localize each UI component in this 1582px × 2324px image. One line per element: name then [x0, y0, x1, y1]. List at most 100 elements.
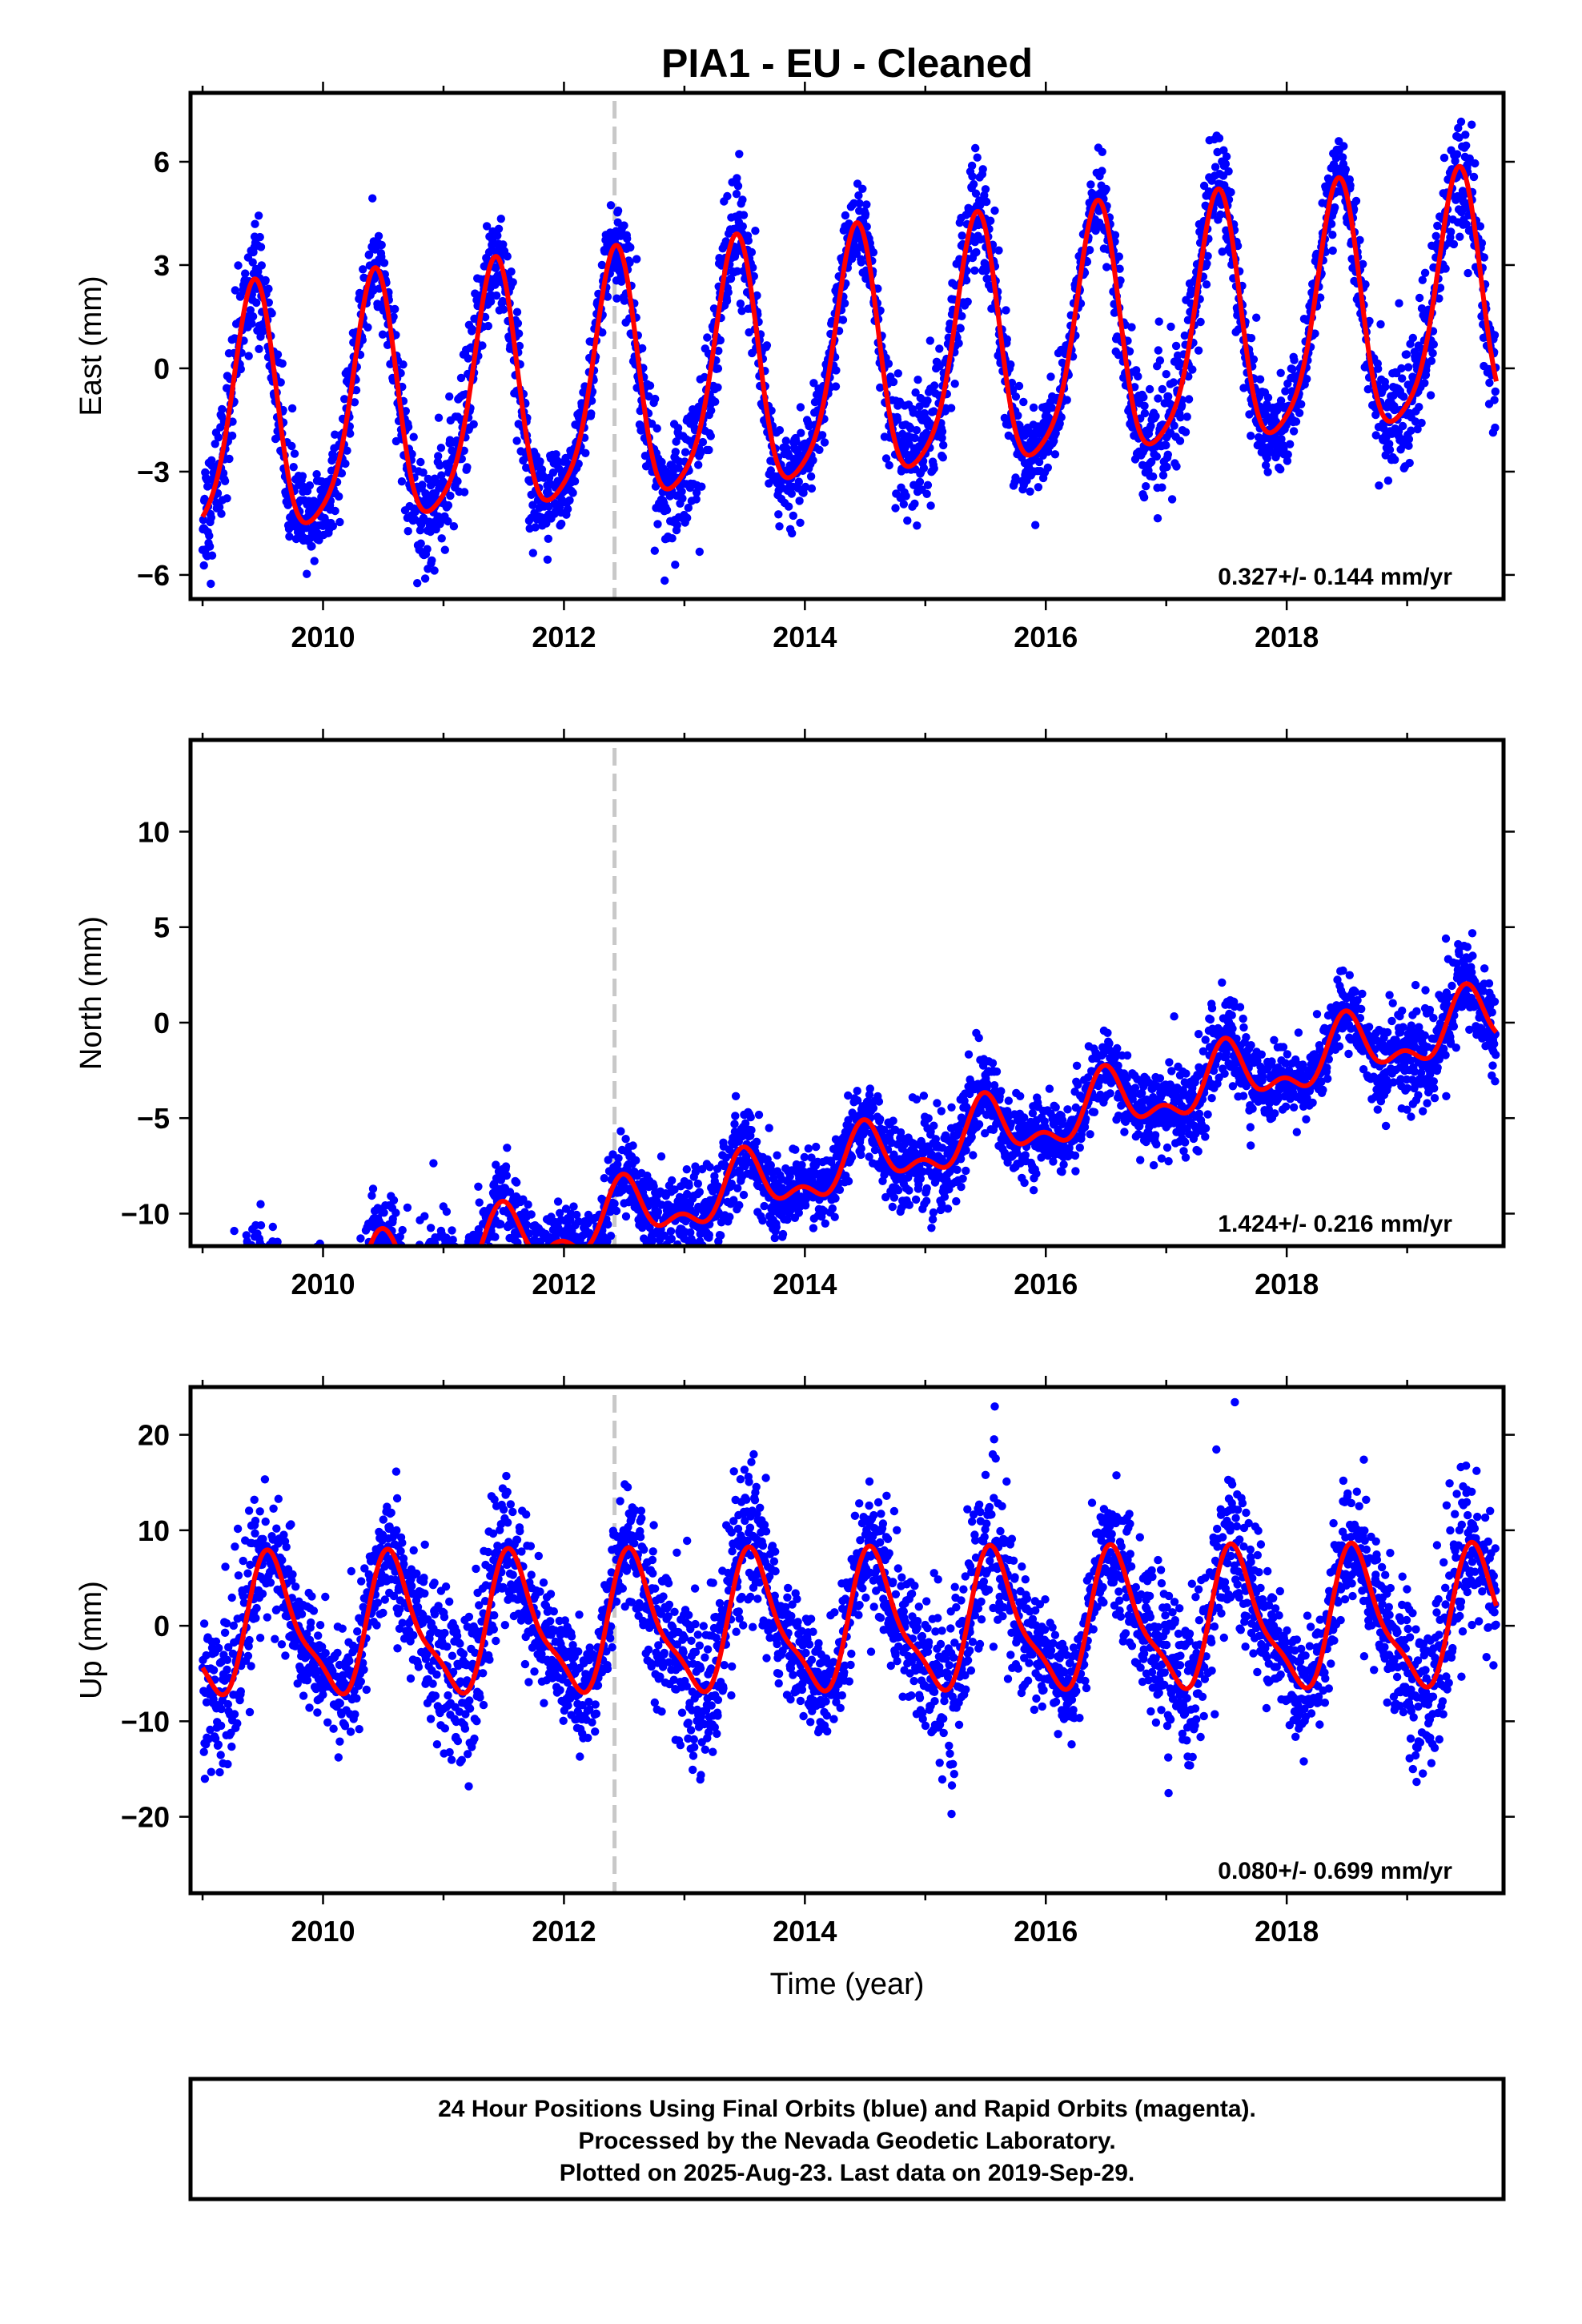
data-point: [428, 1256, 436, 1265]
data-point: [1331, 154, 1341, 163]
data-point: [775, 426, 785, 435]
data-point: [379, 1251, 387, 1259]
data-point: [400, 1252, 408, 1261]
data-point: [430, 566, 439, 575]
data-point: [364, 250, 374, 259]
data-point: [365, 1251, 373, 1259]
data-point: [294, 1324, 302, 1332]
data-point: [1427, 356, 1436, 365]
data-point: [422, 1265, 430, 1273]
data-point: [271, 1263, 279, 1271]
data-point: [387, 1276, 396, 1284]
data-point: [982, 197, 991, 207]
data-point: [954, 339, 963, 348]
data-point: [336, 1311, 344, 1319]
data-point: [1263, 468, 1272, 476]
data-point: [581, 448, 590, 457]
data-point: [423, 1303, 431, 1311]
data-point: [220, 1328, 228, 1336]
data-point: [543, 1249, 551, 1257]
data-point: [199, 1349, 207, 1357]
data-point: [378, 330, 387, 339]
data-point: [1404, 441, 1413, 450]
data-point: [424, 1265, 432, 1273]
data-point: [256, 1269, 264, 1277]
data-point: [276, 1326, 284, 1334]
data-point: [263, 1272, 271, 1280]
data-point: [474, 1248, 482, 1256]
data-point: [513, 319, 523, 328]
data-point: [199, 1337, 207, 1345]
data-point: [1219, 146, 1228, 155]
data-point: [418, 1321, 426, 1329]
data-point: [445, 392, 454, 401]
data-point: [209, 1325, 217, 1333]
data-point: [1363, 384, 1373, 394]
data-point: [356, 1258, 364, 1266]
data-point: [537, 1256, 545, 1265]
data-point: [854, 191, 863, 200]
data-point: [235, 1325, 243, 1333]
data-point: [268, 1222, 277, 1232]
data-point: [478, 1267, 486, 1275]
data-point: [226, 1281, 234, 1289]
data-point: [434, 452, 443, 460]
data-point: [858, 184, 867, 193]
data-point: [543, 555, 552, 564]
data-point: [428, 1266, 436, 1274]
data-point: [537, 465, 547, 474]
data-point: [570, 476, 580, 486]
data-point: [480, 312, 490, 322]
data-point: [1263, 393, 1273, 402]
data-point: [544, 1253, 552, 1261]
data-point: [429, 1159, 438, 1168]
data-point: [424, 474, 432, 484]
data-point: [205, 542, 215, 551]
data-point: [358, 1256, 366, 1264]
data-point: [290, 1304, 298, 1312]
data-point: [252, 298, 261, 308]
data-point: [1216, 210, 1225, 219]
data-point: [564, 1252, 572, 1261]
data-point: [713, 364, 723, 373]
data-point: [220, 1344, 228, 1352]
data-point: [296, 1317, 304, 1325]
data-point: [1153, 514, 1162, 523]
data-point: [392, 1252, 400, 1261]
data-point: [1456, 232, 1464, 241]
data-point: [301, 1328, 309, 1336]
data-point: [1397, 364, 1406, 373]
data-point: [346, 1306, 354, 1314]
data-point: [410, 1268, 418, 1276]
data-point: [1152, 452, 1162, 461]
data-point: [521, 1256, 529, 1264]
data-point: [399, 1264, 407, 1272]
data-point: [524, 1229, 534, 1238]
data-point: [282, 1301, 290, 1309]
data-point: [1341, 165, 1351, 174]
data-point: [230, 1341, 238, 1349]
data-point: [303, 1247, 311, 1255]
data-point: [287, 441, 296, 451]
data-point: [435, 1294, 443, 1302]
data-point: [458, 1319, 466, 1327]
data-point: [312, 470, 321, 479]
data-point: [981, 185, 990, 194]
data-point: [249, 1277, 257, 1285]
data-point: [328, 521, 337, 531]
data-point: [1098, 147, 1107, 156]
data-point: [592, 1251, 600, 1259]
data-point: [226, 1333, 234, 1341]
data-point: [249, 1248, 257, 1256]
data-point: [265, 1253, 273, 1261]
data-point: [707, 406, 716, 415]
data-point: [1234, 325, 1243, 334]
data-point: [335, 517, 344, 527]
data-point: [415, 1291, 423, 1299]
data-point: [367, 1191, 376, 1200]
data-point: [292, 1324, 300, 1332]
data-point: [939, 440, 948, 450]
data-point: [212, 1349, 220, 1357]
data-point: [1295, 408, 1304, 417]
data-point: [432, 1280, 440, 1288]
